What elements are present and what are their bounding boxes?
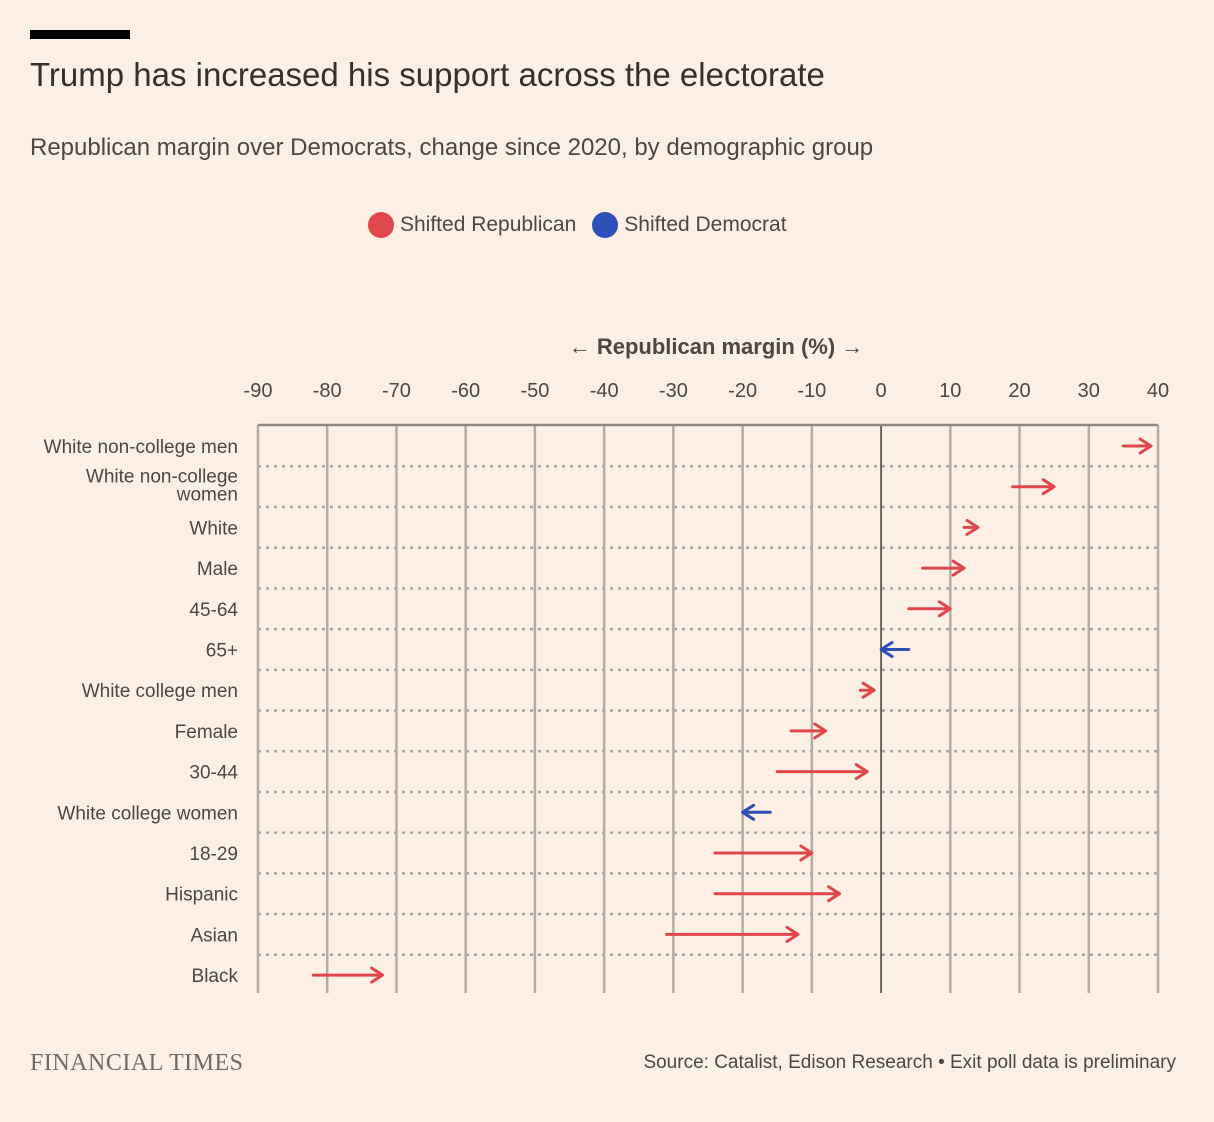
arrow-head (951, 559, 966, 577)
category-label: 30-44 (189, 763, 238, 784)
category-label: 18-29 (189, 844, 238, 865)
arrow-head (1138, 437, 1153, 455)
x-tick-label: -80 (313, 380, 342, 402)
x-tick-label: 30 (1078, 380, 1100, 402)
x-tick-label: -60 (451, 380, 480, 402)
legend-item-republican: Shifted Republican (368, 212, 576, 238)
arrow-head (937, 600, 952, 618)
arrow-head (965, 518, 980, 536)
arrow-head (370, 966, 385, 984)
category-label: Male (197, 559, 238, 580)
x-tick-label: 40 (1147, 380, 1169, 402)
x-tick-label: 10 (939, 380, 961, 402)
category-label: White non-college women (86, 467, 238, 506)
chart-subtitle: Republican margin over Democrats, change… (30, 134, 874, 161)
arrow-head (854, 763, 869, 781)
arrow-head (827, 885, 842, 903)
x-axis-label: ← Republican margin (%) → (569, 334, 864, 359)
arrow-head (1041, 478, 1056, 496)
legend-item-democrat: Shifted Democrat (592, 212, 787, 238)
category-label: White non-college men (44, 437, 238, 458)
arrow-head (799, 844, 814, 862)
category-label: Hispanic (165, 885, 238, 906)
category-label: Female (175, 722, 238, 743)
legend: Shifted Republican Shifted Democrat (368, 212, 803, 238)
legend-label-republican: Shifted Republican (400, 213, 577, 236)
chart-title: Trump has increased his support across t… (30, 56, 825, 93)
x-tick-label: -50 (520, 380, 549, 402)
ft-logo: FINANCIAL TIMES (30, 1050, 244, 1076)
category-label: 45-64 (189, 600, 238, 621)
source-note: Source: Catalist, Edison Research • Exit… (643, 1052, 1176, 1073)
arrow-head (861, 681, 876, 699)
x-tick-label: -40 (590, 380, 619, 402)
x-tick-label: -10 (797, 380, 826, 402)
header-accent-bar (30, 30, 130, 39)
category-label: White college women (57, 803, 238, 824)
category-label: 65+ (206, 641, 238, 662)
category-label: Asian (190, 925, 238, 946)
arrow-head (785, 925, 800, 943)
legend-swatch-republican (368, 212, 394, 238)
x-tick-label: -90 (244, 380, 273, 402)
x-tick-label: 20 (1008, 380, 1030, 402)
category-label: White (189, 518, 238, 539)
category-label: White college men (82, 681, 238, 702)
category-label: Black (192, 966, 239, 987)
arrow-head (741, 803, 756, 821)
x-tick-label: -30 (659, 380, 688, 402)
legend-swatch-democrat (592, 212, 619, 238)
legend-label-democrat: Shifted Democrat (624, 213, 787, 236)
arrow-head (879, 641, 894, 658)
arrow-head (813, 722, 828, 740)
x-tick-label: -70 (382, 380, 411, 402)
x-tick-label: 0 (876, 380, 887, 402)
x-tick-label: -20 (728, 380, 757, 402)
